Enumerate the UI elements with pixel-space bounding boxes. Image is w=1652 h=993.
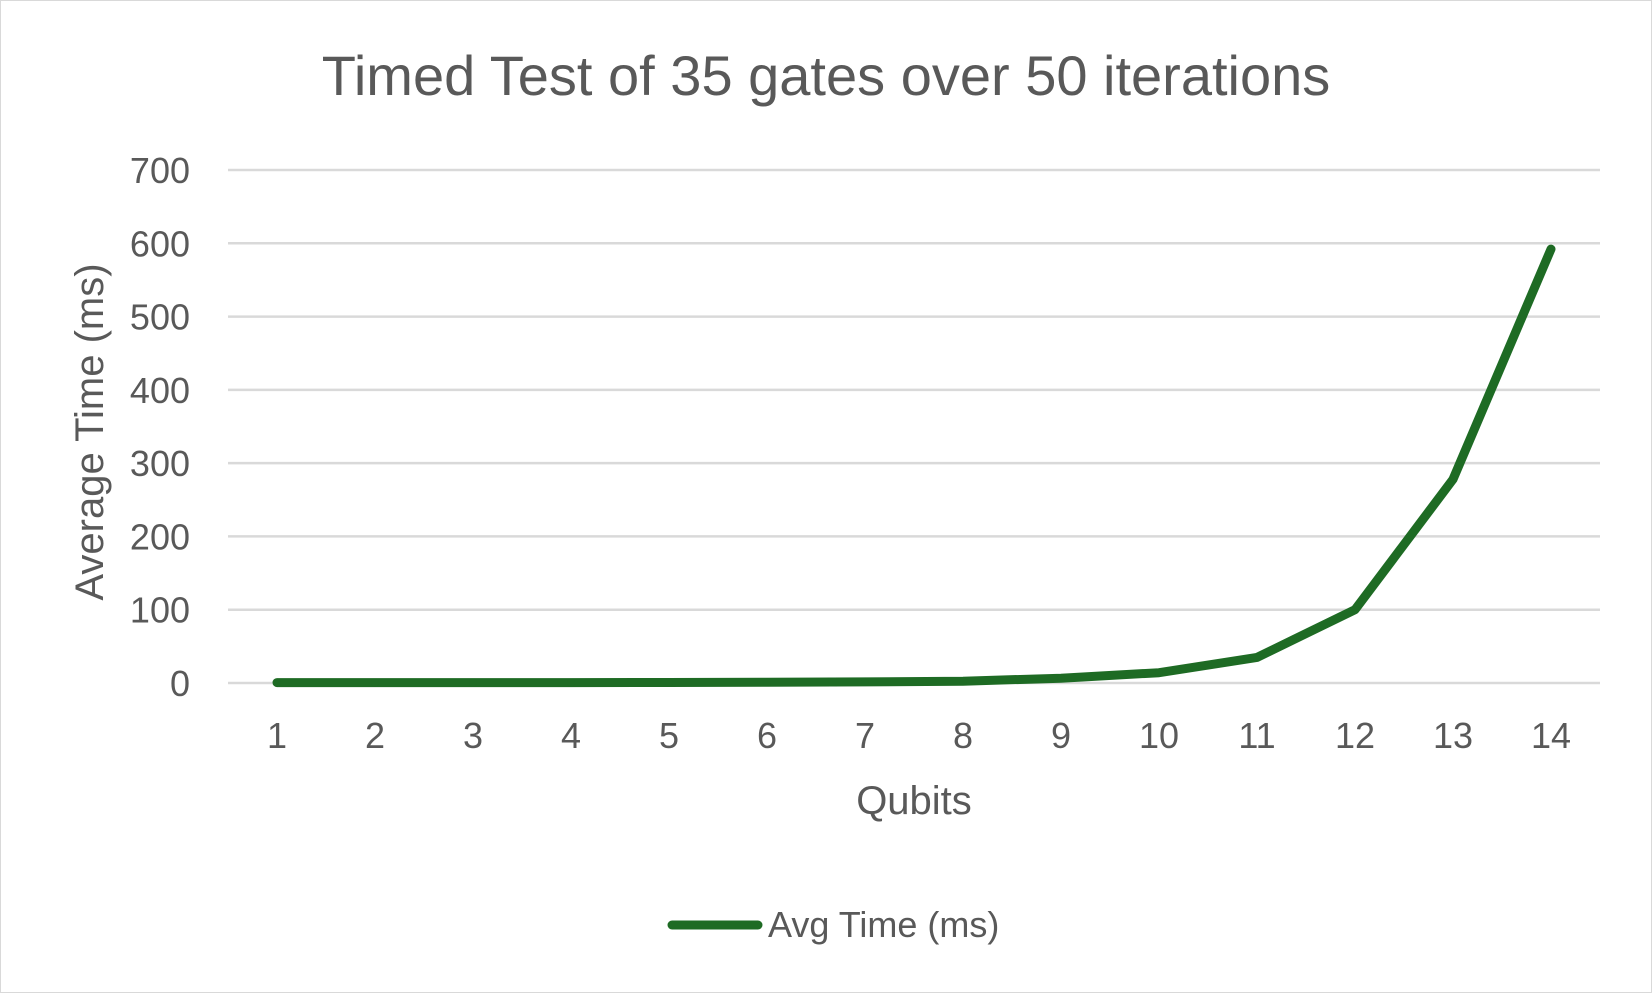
x-tick-label: 5 xyxy=(659,715,679,756)
x-tick-label: 14 xyxy=(1531,715,1571,756)
data-point xyxy=(1449,475,1457,484)
data-point xyxy=(665,678,673,687)
x-tick-label: 4 xyxy=(561,715,581,756)
x-tick-label: 1 xyxy=(267,715,287,756)
data-point xyxy=(959,677,967,686)
x-axis-title: Qubits xyxy=(856,779,972,823)
x-axis-tick-labels: 1 2 3 4 5 6 7 8 9 10 11 12 13 14 xyxy=(267,715,1571,756)
x-tick-label: 13 xyxy=(1433,715,1473,756)
x-tick-label: 3 xyxy=(463,715,483,756)
data-point xyxy=(371,678,379,687)
data-point xyxy=(1057,674,1065,683)
series-line-0 xyxy=(272,244,1556,688)
x-tick-label: 6 xyxy=(757,715,777,756)
legend: Avg Time (ms) xyxy=(667,904,999,945)
y-tick-label: 200 xyxy=(130,516,190,557)
x-tick-label: 12 xyxy=(1335,715,1375,756)
x-tick-label: 8 xyxy=(953,715,973,756)
data-point xyxy=(1155,668,1163,677)
data-point xyxy=(469,678,477,687)
chart-title: Timed Test of 35 gates over 50 iteration… xyxy=(322,44,1331,107)
y-tick-label: 400 xyxy=(130,370,190,411)
y-tick-label: 500 xyxy=(130,297,190,338)
x-tick-label: 9 xyxy=(1051,715,1071,756)
series-lines xyxy=(272,244,1556,688)
x-tick-label: 7 xyxy=(855,715,875,756)
x-tick-label: 11 xyxy=(1238,715,1275,756)
y-tick-label: 700 xyxy=(130,150,190,191)
y-tick-label: 600 xyxy=(130,223,190,264)
x-tick-label: 10 xyxy=(1139,715,1179,756)
data-point xyxy=(273,678,281,687)
y-axis-tick-labels: 0 100 200 300 400 500 600 700 xyxy=(130,150,190,704)
data-point xyxy=(763,678,771,687)
data-point xyxy=(1547,245,1555,254)
y-tick-label: 300 xyxy=(130,443,190,484)
data-point xyxy=(861,677,869,686)
y-axis-title: Average Time (ms) xyxy=(68,263,112,600)
gridlines xyxy=(228,168,1600,685)
legend-label: Avg Time (ms) xyxy=(768,904,999,945)
data-point xyxy=(567,678,575,687)
y-tick-label: 100 xyxy=(130,590,190,631)
y-tick-label: 0 xyxy=(170,663,190,704)
data-point xyxy=(1351,605,1359,614)
data-point xyxy=(1253,653,1261,662)
x-tick-label: 2 xyxy=(365,715,385,756)
